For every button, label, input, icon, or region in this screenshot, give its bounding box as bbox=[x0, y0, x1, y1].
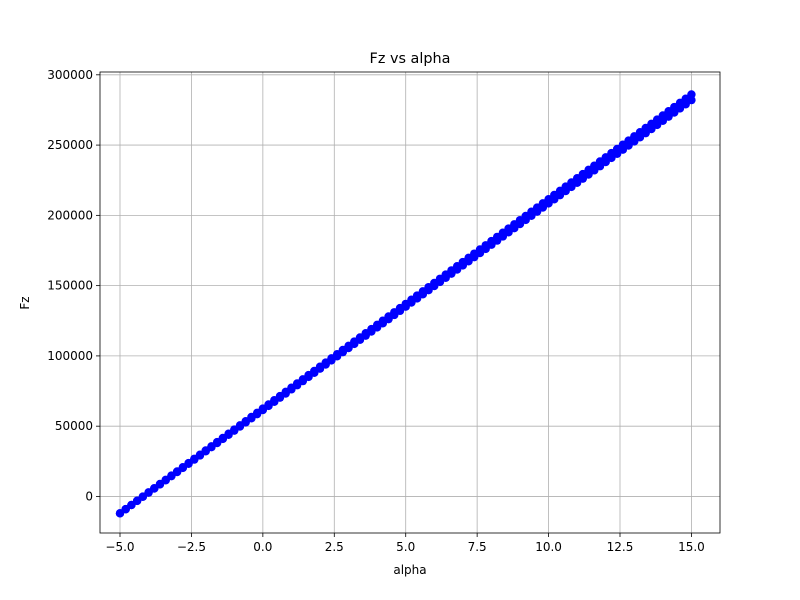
x-tick-label: 2.5 bbox=[325, 540, 344, 554]
y-tick-label: 0 bbox=[85, 489, 93, 503]
chart-title: Fz vs alpha bbox=[370, 51, 451, 67]
x-tick-label: 0.0 bbox=[253, 540, 272, 554]
y-tick-label: 250000 bbox=[47, 138, 93, 152]
y-axis-label: Fz bbox=[18, 296, 32, 309]
x-tick-label: 7.5 bbox=[468, 540, 487, 554]
y-tick-label: 150000 bbox=[47, 279, 93, 293]
x-tick-label: −5.0 bbox=[105, 540, 134, 554]
x-axis-ticks: −5.0 −2.5 0.0 2.5 5.0 7.5 10.0 12.5 15.0 bbox=[105, 533, 705, 554]
y-axis-ticks: 0 50000 100000 150000 200000 250000 300000 bbox=[47, 68, 100, 503]
x-tick-label: 5.0 bbox=[396, 540, 415, 554]
x-tick-label: 15.0 bbox=[678, 540, 705, 554]
y-tick-label: 300000 bbox=[47, 68, 93, 82]
data-point bbox=[687, 95, 696, 105]
data-points bbox=[115, 90, 696, 518]
y-tick-label: 200000 bbox=[47, 208, 93, 222]
y-tick-label: 50000 bbox=[55, 419, 93, 433]
x-axis-label: alpha bbox=[393, 563, 426, 577]
x-tick-label: 10.0 bbox=[535, 540, 562, 554]
x-tick-label: −2.5 bbox=[177, 540, 206, 554]
plot-frame bbox=[99, 71, 721, 534]
y-tick-label: 100000 bbox=[47, 349, 93, 363]
x-tick-label: 12.5 bbox=[607, 540, 634, 554]
